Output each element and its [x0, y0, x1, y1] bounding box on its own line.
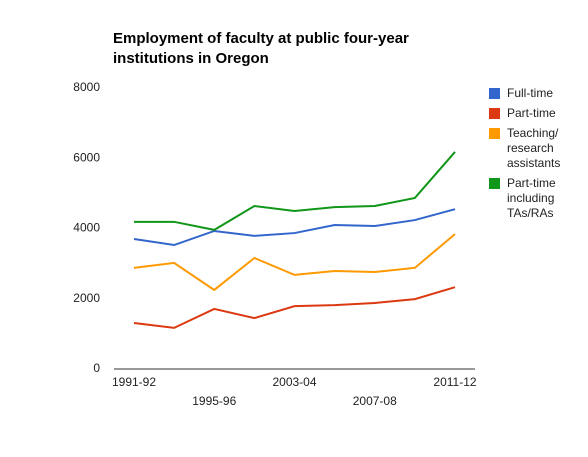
y-tick-label: 0 [93, 361, 100, 375]
legend-item: Part-time [487, 106, 582, 121]
legend-label: Full-time [507, 86, 554, 100]
x-tick-label: 1991-92 [112, 375, 156, 389]
legend-swatch [489, 178, 500, 189]
line [134, 151, 456, 231]
x-tick-label: 2011-12 [433, 375, 476, 389]
legend-item: Part-time including TAs/RAs [487, 176, 582, 221]
y-tick-label: 2000 [73, 291, 100, 305]
y-tick-label: 8000 [73, 80, 100, 94]
chart-title: Employment of faculty at public four-yea… [113, 30, 409, 67]
legend-swatch [489, 88, 500, 99]
y-tick-label: 6000 [73, 150, 100, 164]
legend-item: Teaching/ research assistants [487, 126, 582, 171]
legend-label: Part-time including TAs/RAs [507, 176, 556, 220]
legend-label: Teaching/ research assistants [507, 126, 561, 170]
line [133, 208, 456, 247]
line [133, 286, 456, 329]
x-tick-label: 2003-04 [272, 375, 316, 389]
legend-item: Full-time [487, 86, 582, 101]
legend-swatch [489, 128, 500, 139]
legend-swatch [489, 108, 500, 119]
x-tick-label: 2007-08 [353, 394, 397, 408]
line [133, 233, 456, 292]
legend-label: Part-time [507, 106, 556, 120]
y-tick-label: 4000 [73, 221, 100, 235]
legend: Full-time Part-time Teaching/ research ass… [487, 86, 582, 226]
x-tick-label: 1995-96 [192, 394, 236, 408]
